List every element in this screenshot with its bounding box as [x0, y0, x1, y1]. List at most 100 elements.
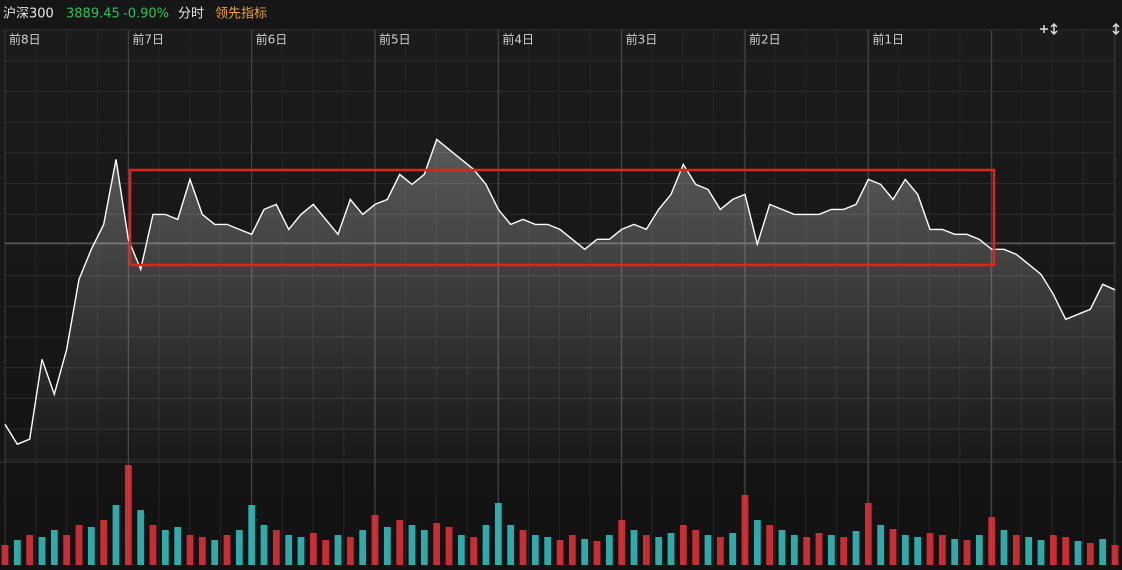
volume-bar: [531, 535, 539, 565]
volume-bar: [667, 533, 675, 565]
volume-bar: [815, 533, 823, 565]
plot: 前8日 前7日 前6日 前5日 前4日 前3日 前2日 前1日: [4, 32, 1116, 460]
volume-bar: [914, 537, 922, 565]
volume-bar: [938, 535, 946, 565]
volume-bar: [309, 533, 317, 565]
volume-bar: [1062, 537, 1070, 565]
volume-bar: [507, 525, 515, 565]
volume-bar: [951, 539, 959, 565]
volume-bar: [223, 535, 231, 565]
volume-bar: [383, 527, 391, 565]
volume-bar: [519, 530, 527, 565]
volume-bar: [889, 529, 897, 565]
volume-bar: [457, 535, 465, 565]
x-tick-label: 前4日: [502, 32, 534, 47]
volume-bar: [741, 495, 749, 565]
volume-bar: [433, 523, 441, 565]
volume-bar: [1111, 545, 1119, 565]
volume-bar: [704, 535, 712, 565]
volume-bar: [396, 520, 404, 565]
volume-bar: [50, 530, 58, 565]
price-line: [4, 138, 1116, 446]
mode-tab[interactable]: 分时: [178, 7, 204, 22]
volume-bar: [1099, 539, 1107, 565]
volume-bar: [186, 535, 194, 565]
volume-bar: [753, 520, 761, 565]
volume-bar: [322, 540, 330, 565]
volume-bar: [1049, 535, 1057, 565]
volume-bar: [346, 537, 354, 565]
volume-bar: [1025, 537, 1033, 565]
volume-bar: [408, 525, 416, 565]
indicator-tab[interactable]: 领先指标: [215, 7, 267, 22]
volume-bar: [494, 503, 502, 565]
volume-bars: [1, 465, 1119, 565]
volume-bar: [1086, 543, 1094, 565]
volume-bar: [260, 525, 268, 565]
volume-bar: [470, 537, 478, 565]
volume-bar: [1012, 535, 1020, 565]
volume-bar: [963, 540, 971, 565]
volume-bar: [285, 535, 293, 565]
volume-bar: [198, 537, 206, 565]
volume-bar: [840, 537, 848, 565]
volume-bar: [766, 525, 774, 565]
header-bar: [0, 0, 1122, 28]
volume-bar: [642, 535, 650, 565]
volume-bar: [149, 525, 157, 565]
volume-bar: [87, 527, 95, 565]
x-tick-label: 前2日: [749, 32, 781, 47]
volume-bar: [790, 535, 798, 565]
volume-bar: [38, 537, 46, 565]
volume-bar: [618, 520, 626, 565]
volume-bar: [716, 537, 724, 565]
volume-bar: [975, 535, 983, 565]
volume-bar: [334, 535, 342, 565]
volume-bar: [852, 531, 860, 565]
volume-bar: [630, 530, 638, 565]
volume-bar: [778, 530, 786, 565]
highlight-box: [128, 168, 996, 267]
x-tick-label: 前8日: [9, 32, 41, 47]
volume-bar: [1000, 530, 1008, 565]
volume-bar: [729, 533, 737, 565]
volume-bar: [827, 535, 835, 565]
volume-bar: [371, 515, 379, 565]
volume-bar: [248, 505, 256, 565]
x-tick-label: 前3日: [626, 32, 658, 47]
volume-bar: [877, 525, 885, 565]
volume-bar: [556, 540, 564, 565]
x-tick-label: 前5日: [379, 32, 411, 47]
price: 3889.45: [66, 7, 120, 22]
volume-bar: [211, 540, 219, 565]
volume-bar: [864, 503, 872, 565]
volume-bar: [926, 533, 934, 565]
zoom-icon[interactable]: [1040, 22, 1120, 36]
volume-bar: [235, 530, 243, 565]
volume-bar: [692, 530, 700, 565]
change: -0.90%: [123, 7, 169, 22]
volume-bar: [655, 537, 663, 565]
volume-bar: [100, 520, 108, 565]
price-area: [5, 139, 1115, 460]
volume-bar: [1037, 540, 1045, 565]
volume-bar: [593, 541, 601, 565]
volume-bar: [297, 537, 305, 565]
volume-bar: [359, 530, 367, 565]
volume-bar: [137, 510, 145, 565]
x-tick-label: 前1日: [872, 32, 904, 47]
volume-bar: [272, 530, 280, 565]
volume-bar: [803, 537, 811, 565]
volume-bar: [679, 525, 687, 565]
volume-bar: [124, 465, 132, 565]
volume-bar: [605, 535, 613, 565]
volume-bar: [1, 545, 9, 565]
volume-bar: [26, 535, 34, 565]
volume-bar: [568, 535, 576, 565]
volume-bar: [75, 525, 83, 565]
volume-bar: [482, 525, 490, 565]
volume-bar: [13, 540, 21, 565]
x-tick-label: 前6日: [256, 32, 288, 47]
volume-bar: [174, 527, 182, 565]
